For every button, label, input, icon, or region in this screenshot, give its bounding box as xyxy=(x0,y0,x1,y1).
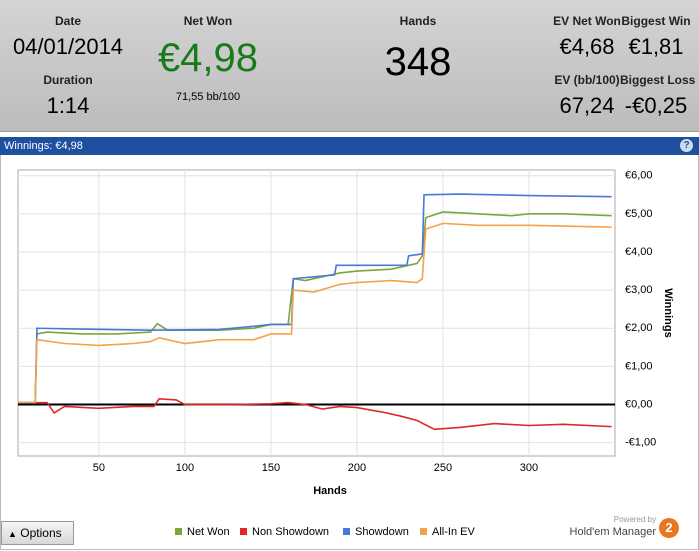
legend-swatch xyxy=(420,528,427,535)
label: Hands xyxy=(399,14,437,28)
net-won: €4,98 xyxy=(157,36,259,80)
legend-label: All-In EV xyxy=(432,526,475,538)
legend-swatch xyxy=(240,528,247,535)
icon: ▲ xyxy=(8,529,17,539)
label: EV Net Won xyxy=(553,14,621,28)
value: 348 xyxy=(384,40,452,84)
y-tick-label: €5,00 xyxy=(625,208,653,220)
options-button[interactable]: ▲ Options xyxy=(1,521,74,545)
x-tick-label: 150 xyxy=(262,462,280,474)
line xyxy=(18,211,612,404)
label: Biggest Loss xyxy=(620,73,696,87)
powered-by: Powered by xyxy=(613,515,656,524)
legend-label: Non Showdown xyxy=(252,526,329,538)
y-tick-label: €3,00 xyxy=(625,284,653,296)
x-tick-label: 100 xyxy=(176,462,194,474)
x-tick-label: 200 xyxy=(348,462,366,474)
legend-label: Net Won xyxy=(187,526,230,538)
brand: Hold'em Manager xyxy=(569,526,656,538)
x-tick-label: 250 xyxy=(434,462,452,474)
y-tick-label: €0,00 xyxy=(625,398,653,410)
y-tick-label: €1,00 xyxy=(625,360,653,372)
plot-area xyxy=(17,169,616,457)
label: Options xyxy=(20,526,62,540)
header: Date 04/01/2014 Duration 1:14 Net Won €4… xyxy=(0,0,699,132)
x-tick-label: 50 xyxy=(93,462,105,474)
y-axis-label: Winnings xyxy=(662,288,674,337)
x-tick-label: 300 xyxy=(520,462,538,474)
value: 67,24 xyxy=(559,93,615,118)
title-bar: Winnings: €4,98 ? xyxy=(0,137,699,155)
label: Date xyxy=(54,14,81,28)
legend-swatch xyxy=(175,528,182,535)
value: 1:14 xyxy=(46,93,90,118)
value: €4,68 xyxy=(559,34,615,59)
legend-label: Showdown xyxy=(355,526,409,538)
x-axis-label: Hands xyxy=(313,485,347,497)
label: Duration xyxy=(43,73,93,87)
value: €1,81 xyxy=(628,34,684,59)
y-tick-label: €4,00 xyxy=(625,246,653,258)
help-button[interactable]: ? xyxy=(680,139,693,152)
chart-title: Winnings: €4,98 xyxy=(4,140,83,152)
brand-logo: 2 xyxy=(659,518,679,538)
line xyxy=(18,222,612,404)
y-tick-label: €6,00 xyxy=(625,170,653,182)
value: 04/01/2014 xyxy=(12,34,124,59)
label: Biggest Win xyxy=(621,14,691,28)
y-tick-label: -€1,00 xyxy=(625,437,656,449)
line xyxy=(18,397,612,431)
value: -€0,25 xyxy=(624,93,688,118)
label: EV (bb/100) xyxy=(554,73,620,87)
y-tick-label: €2,00 xyxy=(625,322,653,334)
value: 71,55 bb/100 xyxy=(175,91,241,103)
label: Net Won xyxy=(183,14,233,28)
legend-swatch xyxy=(343,528,350,535)
